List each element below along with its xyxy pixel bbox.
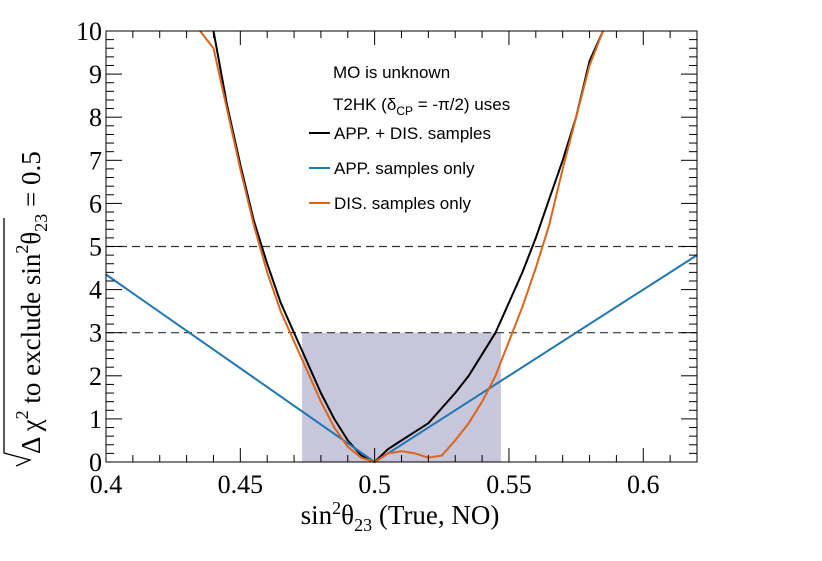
y-tick-label: 9	[89, 60, 102, 89]
annotation-mo-unknown: MO is unknown	[333, 63, 450, 82]
y-tick-label: 8	[89, 103, 102, 132]
sqrt-sign	[3, 218, 32, 467]
x-tick-label: 0.4	[90, 470, 123, 499]
series-line-3	[199, 30, 604, 463]
x-tick-label: 0.5	[358, 470, 391, 499]
annotation-t2hk: T2HK (δCP = -π/2) uses	[333, 95, 510, 118]
svg-text:Δ χ2 to exclude sin2θ23 = 0.5: Δ χ2 to exclude sin2θ23 = 0.5	[12, 151, 51, 454]
legend-label-1: APP. + DIS. samples	[334, 124, 491, 143]
series-line-1	[212, 30, 604, 463]
x-tick-label: 0.45	[218, 470, 264, 499]
shaded-region	[302, 332, 501, 462]
y-tick-label: 3	[89, 319, 102, 348]
legend-label-2: APP. samples only	[334, 159, 475, 178]
y-tick-label: 10	[76, 17, 102, 46]
legend: APP. + DIS. samples APP. samples only DIS.…	[309, 124, 491, 213]
y-tick-label: 1	[89, 405, 102, 434]
x-tick-labels: 0.4 0.45 0.5 0.55 0.6	[90, 470, 660, 499]
y-axis-label: Δ χ2 to exclude sin2θ23 = 0.5	[3, 151, 51, 467]
y-tick-label: 2	[89, 362, 102, 391]
reference-lines	[106, 245, 697, 334]
y-tick-label: 0	[89, 448, 102, 477]
legend-label-3: DIS. samples only	[334, 194, 471, 213]
y-tick-label: 6	[89, 189, 102, 218]
x-tick-label: 0.6	[627, 470, 660, 499]
x-axis-label: sin2θ23 (True, NO)	[301, 498, 500, 535]
y-tick-label: 4	[89, 276, 102, 305]
y-tick-label: 5	[89, 233, 102, 262]
y-tick-label: 7	[89, 146, 102, 175]
y-tick-labels: 0 1 2 3 4 5 6 7 8 9 10	[76, 17, 102, 477]
axis-ticks	[105, 30, 698, 463]
x-tick-label: 0.55	[486, 470, 532, 499]
